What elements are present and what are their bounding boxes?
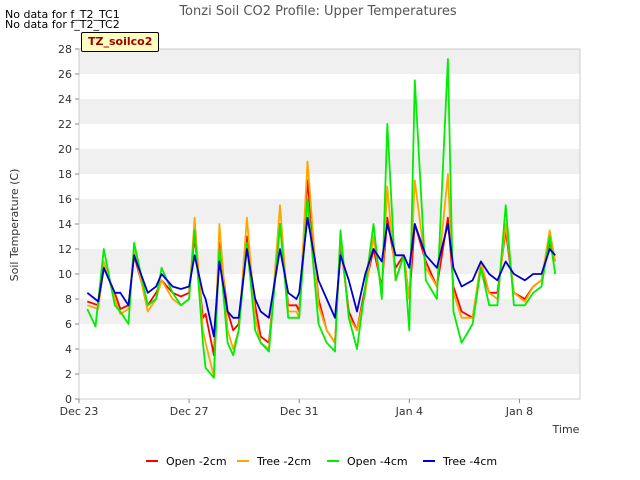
y-tick-label: 24 [58,93,72,106]
plot-band [79,149,580,174]
plot-band [79,224,580,249]
series-line-tree-2cm [87,160,557,378]
y-tick-label: 14 [58,218,72,231]
y-tick-label: 10 [58,268,72,281]
y-tick-label: 4 [65,343,72,356]
plot-band [79,99,580,124]
x-tick-label: Dec 31 [280,405,319,418]
y-tick-label: 20 [58,143,72,156]
plot-bands [79,49,580,399]
site-label-badge: TZ_soilco2 [81,32,160,52]
x-tick-label: Dec 27 [170,405,209,418]
no-data-note-1: No data for f_T2_TC1 [5,8,120,21]
y-tick-label: 8 [65,293,72,306]
y-tick-label: 28 [58,43,72,56]
x-axis-ticks: Dec 23 Dec 27 Dec 31 Jan 4 Jan 8 [60,399,533,418]
legend: Open -2cm Tree -2cm Open -4cm Tree -4cm [146,455,497,468]
x-tick-label: Jan 8 [505,405,533,418]
plot-band [79,199,580,224]
plot-band [79,174,580,199]
y-tick-label: 12 [58,243,72,256]
y-tick-label: 22 [58,118,72,131]
series-lines [86,58,557,379]
legend-label: Tree -2cm [256,455,311,468]
y-axis-label: Soil Temperature (C) [8,169,21,282]
y-tick-label: 2 [65,368,72,381]
y-tick-label: 6 [65,318,72,331]
x-axis-label: Time [552,423,580,436]
legend-label: Open -2cm [166,455,227,468]
plot-band [79,274,580,299]
y-tick-label: 26 [58,68,72,81]
series-line-tree-4cm [86,216,556,338]
x-tick-label: Jan 4 [395,405,423,418]
series-line-open-4cm [86,58,557,379]
legend-label: Tree -4cm [442,455,497,468]
chart-title: Tonzi Soil CO2 Profile: Upper Temperatur… [178,4,457,19]
no-data-note-2: No data for f_T2_TC2 [5,18,120,31]
y-tick-label: 0 [65,393,72,406]
plot-band [79,74,580,99]
plot-band [79,349,580,374]
x-tick-label: Dec 23 [60,405,99,418]
legend-label: Open -4cm [347,455,408,468]
y-tick-label: 18 [58,168,72,181]
plot-band [79,374,580,399]
y-tick-label: 16 [58,193,72,206]
plot-band [79,124,580,149]
plot-band [79,49,580,74]
